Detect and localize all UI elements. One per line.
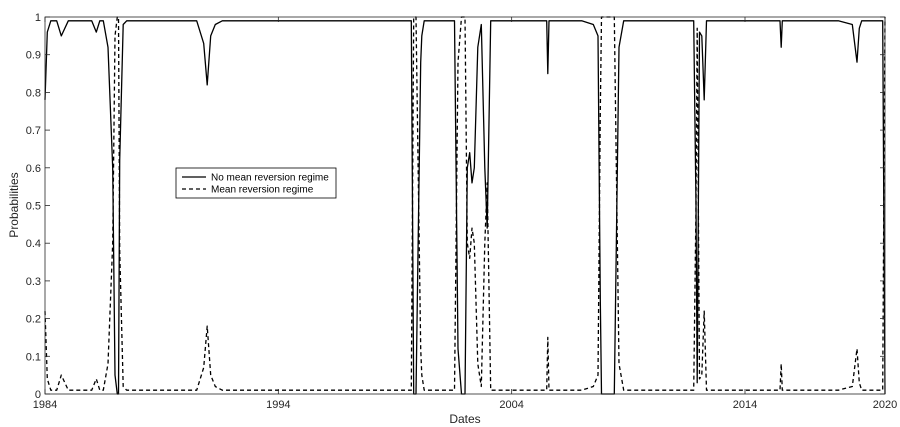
y-tick-label: 0.9 [26,50,41,62]
y-tick-label: 0.4 [26,238,41,250]
series-line-mean-reversion [44,16,886,391]
y-tick-label: 0.6 [26,163,41,175]
x-axis-label: Dates [449,412,480,426]
legend: No mean reversion regime Mean reversion … [175,167,337,199]
ticks-layer: 0 0.1 0.2 0.3 0.4 0.5 0.6 0.7 0.8 0.9 1 1984 1994 200… [26,12,898,411]
y-tick-label: 0.7 [26,125,41,137]
legend-box [175,167,337,199]
legend-entry-mean-reversion: Mean reversion regime [211,185,314,196]
y-tick-label: 0.3 [26,276,41,288]
y-axis-label: Probabilities [7,172,21,237]
y-tick-label: 0.5 [26,201,41,213]
x-tick-label: 1984 [33,399,57,411]
legend-entry-no-mean-reversion: No mean reversion regime [211,173,329,184]
y-tick-label: 1 [35,12,41,24]
x-tick-label: 2014 [733,399,757,411]
x-tick-label: 1994 [266,399,290,411]
series-layer [44,16,886,395]
y-tick-label: 0.1 [26,351,41,363]
x-tick-label: 2020 [873,399,897,411]
x-tick-label: 2004 [499,399,523,411]
y-tick-label: 0.8 [26,87,41,99]
series-line-no-mean-reversion [44,20,886,395]
y-tick-label: 0 [35,389,41,401]
y-tick-label: 0.2 [26,314,41,326]
